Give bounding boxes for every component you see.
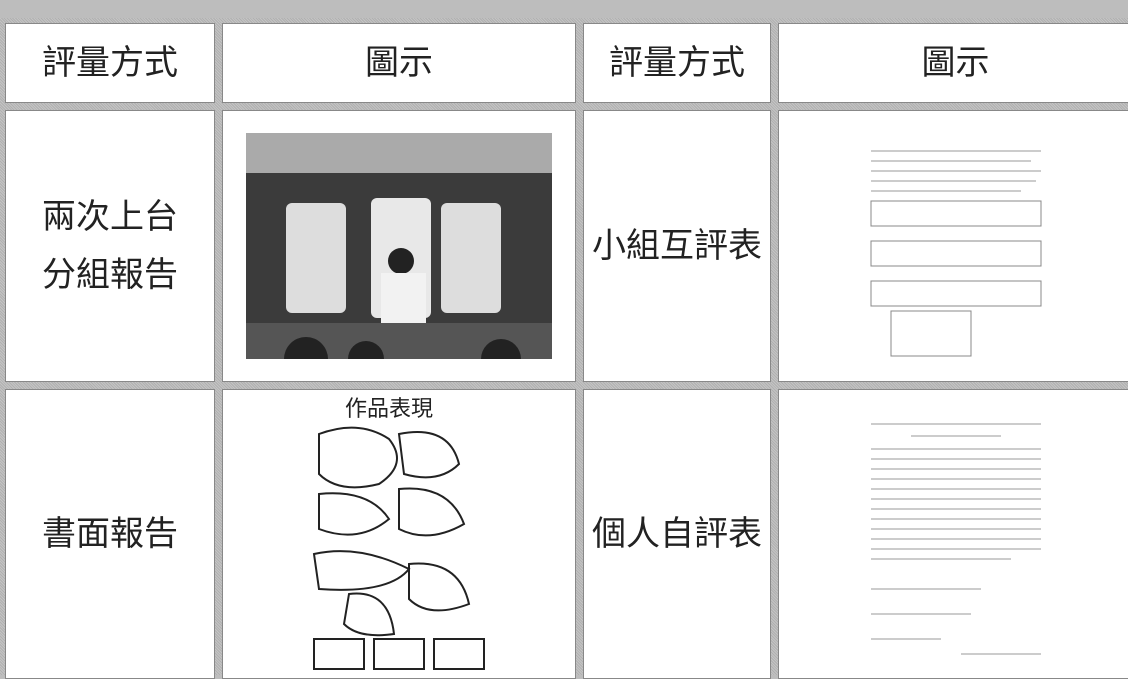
image-cell: [222, 110, 576, 382]
header-text: 評量方式: [609, 43, 745, 83]
self-form: [870, 423, 1041, 655]
method-text: 兩次上台: [42, 197, 178, 237]
header-cell: 圖示: [778, 23, 1128, 103]
method-cell: 兩次上台 分組報告: [5, 110, 215, 382]
method-text: 書面報告: [42, 514, 178, 554]
image-cell: [778, 110, 1128, 382]
method-cell: 個人自評表: [583, 389, 771, 679]
table: 評量方式 圖示 評量方式 圖示 兩次上台 分組報告 小組互評表 書面報告: [0, 18, 1128, 679]
poster-drawing: 作品表現: [312, 397, 485, 670]
method-cell: 小組互評表: [583, 110, 771, 382]
method-text: 分組報告: [42, 255, 178, 295]
header-text: 評量方式: [42, 43, 178, 83]
image-cell: [778, 389, 1128, 679]
method-cell: 書面報告: [5, 389, 215, 679]
peer-form: [870, 150, 1041, 357]
poster-title: 作品表現: [345, 397, 433, 422]
method-text: 小組互評表: [592, 226, 762, 266]
header-cell: 評量方式: [583, 23, 771, 103]
header-cell: 圖示: [222, 23, 576, 103]
header-cell: 評量方式: [5, 23, 215, 103]
presentation-photo: [246, 133, 552, 359]
header-text: 圖示: [365, 43, 433, 83]
image-cell: 作品表現: [222, 389, 576, 679]
method-text: 個人自評表: [592, 514, 762, 554]
header-text: 圖示: [921, 43, 990, 83]
